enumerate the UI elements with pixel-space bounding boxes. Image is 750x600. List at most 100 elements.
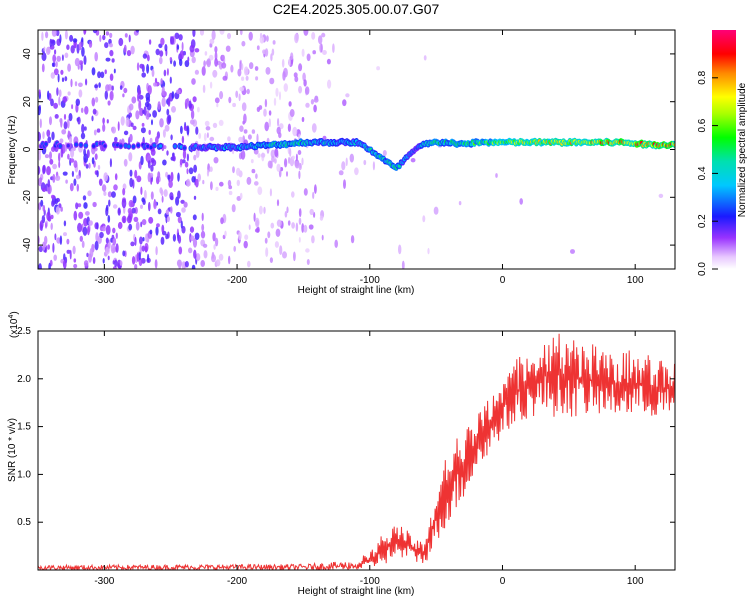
noise-speckle <box>80 132 86 140</box>
noise-speckle <box>64 52 69 59</box>
noise-speckle <box>134 236 137 246</box>
noise-speckle <box>172 234 176 242</box>
noise-speckle <box>197 173 201 182</box>
noise-speckle <box>38 165 41 176</box>
noise-speckle <box>40 199 44 207</box>
noise-speckle <box>92 257 96 264</box>
y-tick-label: 2.0 <box>17 374 31 385</box>
noise-speckle <box>294 33 299 44</box>
noise-speckle <box>159 56 163 65</box>
ridge-core <box>182 146 187 150</box>
noise-speckle <box>108 199 111 207</box>
noise-speckle <box>111 58 115 63</box>
noise-speckle <box>130 241 135 247</box>
noise-speckle <box>180 125 183 135</box>
noise-speckle <box>239 125 244 132</box>
noise-speckle <box>228 190 233 196</box>
noise-speckle <box>63 113 67 120</box>
noise-speckle <box>123 130 129 136</box>
noise-speckle <box>81 46 85 57</box>
noise-speckle <box>212 69 218 78</box>
noise-speckle <box>38 131 41 142</box>
noise-speckle <box>212 122 218 128</box>
noise-speckle <box>38 263 42 269</box>
noise-speckle <box>269 257 273 263</box>
noise-speckle <box>203 60 206 68</box>
noise-speckle <box>104 90 109 100</box>
noise-speckle <box>66 44 70 50</box>
noise-speckle <box>271 48 275 56</box>
noise-speckle <box>206 58 211 68</box>
noise-speckle <box>171 106 176 113</box>
snr-x-label: Height of straight line (km) <box>298 586 415 597</box>
noise-speckle <box>150 164 154 172</box>
noise-speckle <box>178 34 183 41</box>
noise-speckle <box>236 179 240 187</box>
noise-speckle <box>125 117 130 127</box>
noise-speckle <box>47 244 50 250</box>
noise-speckle <box>269 77 275 85</box>
noise-speckle <box>115 243 119 253</box>
noise-speckle <box>136 252 140 262</box>
noise-speckle <box>166 68 169 76</box>
noise-speckle <box>248 31 253 41</box>
noise-speckle <box>83 260 89 267</box>
noise-speckle <box>127 207 133 214</box>
noise-speckle <box>288 156 291 164</box>
noise-speckle <box>153 82 158 87</box>
noise-speckle <box>133 216 139 222</box>
noise-speckle <box>142 199 146 205</box>
noise-speckle <box>67 63 71 72</box>
noise-speckle <box>202 243 208 248</box>
noise-speckle <box>46 129 51 137</box>
noise-speckle <box>289 109 295 117</box>
noise-speckle <box>166 216 170 222</box>
noise-speckle <box>131 96 137 104</box>
noise-speckle <box>61 77 65 82</box>
noise-speckle <box>284 211 288 218</box>
noise-speckle <box>88 220 93 226</box>
noise-speckle <box>354 167 359 176</box>
noise-speckle <box>97 165 101 170</box>
noise-speckle <box>140 221 143 228</box>
noise-speckle <box>80 107 84 114</box>
noise-speckle <box>167 96 171 107</box>
noise-speckle <box>38 89 41 96</box>
noise-speckle <box>322 50 327 55</box>
noise-speckle <box>297 150 302 155</box>
noise-speckle <box>147 54 150 62</box>
noise-speckle <box>241 40 246 47</box>
noise-speckle <box>232 102 237 108</box>
noise-speckle <box>105 237 109 244</box>
noise-speckle <box>128 199 134 208</box>
noise-speckle <box>149 229 153 235</box>
noise-speckle <box>141 219 147 226</box>
noise-speckle <box>179 50 184 60</box>
noise-speckle <box>301 157 304 166</box>
noise-speckle <box>81 240 85 248</box>
x-tick-label: 100 <box>627 275 644 286</box>
noise-speckle <box>134 169 138 179</box>
noise-speckle <box>184 161 189 168</box>
noise-speckle <box>294 76 299 83</box>
noise-speckle <box>45 222 47 229</box>
noise-speckle <box>97 71 102 79</box>
noise-speckle <box>205 126 211 131</box>
noise-speckle <box>155 48 160 56</box>
ridge-core <box>119 144 123 148</box>
noise-speckle <box>67 91 71 96</box>
noise-speckle <box>202 179 205 185</box>
noise-speckle <box>41 31 44 41</box>
noise-speckle <box>109 49 114 57</box>
noise-speckle <box>276 199 280 207</box>
noise-speckle <box>58 96 61 106</box>
noise-speckle <box>268 118 271 128</box>
noise-speckle <box>228 255 231 265</box>
noise-speckle <box>170 36 175 45</box>
noise-speckle <box>102 34 106 41</box>
noise-speckle <box>62 171 68 176</box>
noise-speckle <box>279 245 283 256</box>
noise-speckle <box>290 52 294 60</box>
noise-speckle <box>64 30 68 40</box>
noise-speckle <box>214 97 220 104</box>
